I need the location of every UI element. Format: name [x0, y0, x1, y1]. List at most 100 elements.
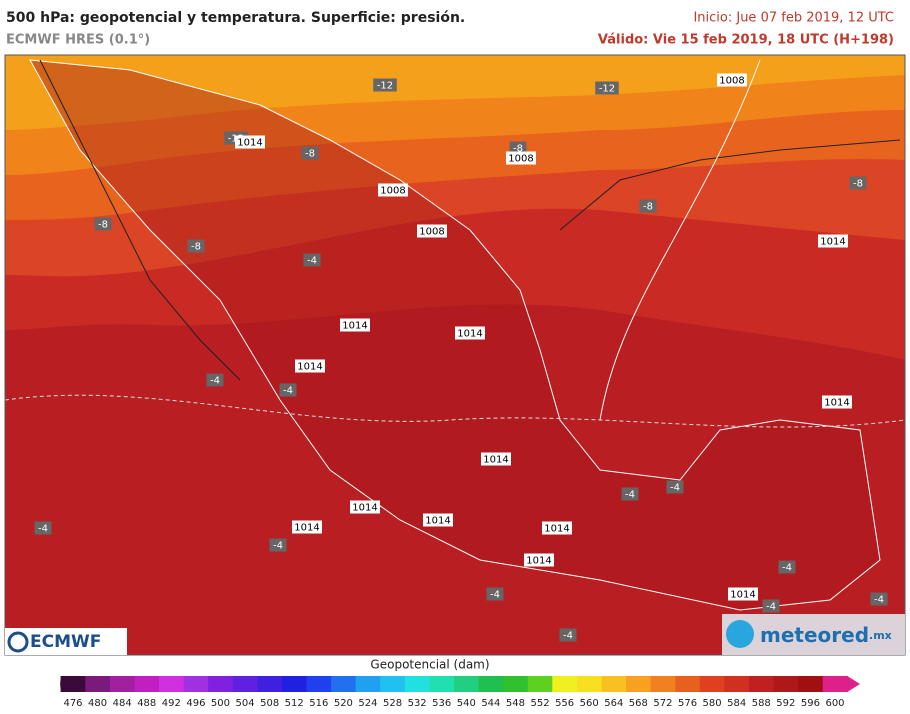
label-box	[295, 359, 325, 373]
colorbar-swatch	[724, 676, 750, 692]
temperature-label: -4	[778, 560, 796, 574]
colorbar-title: Geopotencial (dam)	[370, 658, 489, 672]
temperature-label: -12	[595, 81, 619, 95]
colorbar-swatch	[675, 676, 701, 692]
pressure-label: 1014	[728, 587, 758, 601]
colorbar-tick-label: 512	[285, 698, 304, 709]
label-text: -4	[490, 590, 500, 601]
colorbar-swatch	[454, 676, 480, 692]
colorbar-swatch	[576, 676, 602, 692]
colorbar-tick-label: 544	[481, 698, 500, 709]
colorbar-tick-label: 568	[629, 698, 648, 709]
pressure-label: 1008	[506, 151, 536, 165]
logo-main: meteored	[760, 623, 869, 647]
title: 500 hPa: geopotencial y temperatura. Sup…	[6, 10, 465, 26]
label-box	[378, 183, 408, 197]
colorbar-swatch	[552, 676, 578, 692]
logo-icon	[726, 620, 754, 648]
label-box	[481, 452, 511, 466]
pressure-label: 1014	[340, 318, 370, 332]
label-text: 1008	[380, 186, 405, 197]
pressure-label: 1008	[378, 183, 408, 197]
colorbar-swatch	[404, 676, 430, 692]
label-box	[717, 73, 747, 87]
label-box	[728, 587, 758, 601]
label-box	[303, 253, 321, 267]
label-box	[762, 599, 780, 613]
colorbar-tick-label: 588	[752, 698, 771, 709]
label-box	[94, 217, 112, 231]
label-box	[666, 480, 684, 494]
label-box	[235, 135, 265, 149]
logo-box	[5, 628, 127, 655]
temperature-label: -4	[303, 253, 321, 267]
colorbar-swatch	[478, 676, 504, 692]
temperature-label: -8	[849, 176, 867, 190]
label-text: 1008	[508, 154, 533, 165]
colorbar-swatch	[380, 676, 406, 692]
colorbar-tick-label: 580	[703, 698, 722, 709]
label-box	[778, 560, 796, 574]
colorbar-tick-label: 528	[383, 698, 402, 709]
label-box	[506, 151, 536, 165]
colorbar-swatch	[429, 676, 455, 692]
temperature-label: -4	[621, 487, 639, 501]
temperature-label: -8	[187, 239, 205, 253]
colorbar: 476 480 484 488 492 496 500 504 508 512 516 520 524 5…	[60, 676, 860, 709]
label-text: 1014	[352, 503, 377, 514]
temperature-label: -12	[373, 78, 397, 92]
label-box	[486, 587, 504, 601]
colorbar-tick-label: 532	[408, 698, 427, 709]
pressure-label: 1014	[350, 500, 380, 514]
label-box	[595, 81, 619, 95]
label-box	[34, 521, 52, 535]
colorbar-tick-label: 540	[457, 698, 476, 709]
pressure-label: 1014	[818, 234, 848, 248]
label-text: 1014	[342, 321, 367, 332]
label-box	[621, 487, 639, 501]
pressure-label: 1014	[295, 359, 325, 373]
label-text: 1014	[457, 329, 482, 340]
temperature-label: -4	[486, 587, 504, 601]
logo-meteored: meteored.mx	[722, 614, 905, 655]
label-text: 1014	[294, 523, 319, 534]
label-box	[417, 224, 447, 238]
label-box	[818, 234, 848, 248]
colorbar-tick-label: 552	[530, 698, 549, 709]
label-text: -12	[599, 84, 615, 95]
colorbar-swatch	[281, 676, 308, 692]
colorbar-swatch	[183, 676, 209, 692]
map-labels: -12-121008-121014-8-810081008-8-8-81008-…	[34, 73, 888, 642]
label-box	[509, 141, 527, 155]
label-box	[292, 520, 322, 534]
label-text: 1014	[425, 516, 450, 527]
pressure-label: 1014	[542, 521, 572, 535]
colorbar-swatch	[650, 676, 676, 692]
colorbar-tick-label: 564	[604, 698, 623, 709]
label-box	[849, 176, 867, 190]
colorbar-swatch	[773, 676, 799, 692]
label-text: -8	[98, 220, 108, 231]
colorbar-tick-label: 584	[727, 698, 746, 709]
colorbar-swatch	[601, 676, 627, 692]
temperature-label: -4	[762, 599, 780, 613]
label-box	[350, 500, 380, 514]
init-time: Inicio: Jue 07 feb 2019, 12 UTC	[693, 11, 894, 26]
colorbar-tick-label: 560	[580, 698, 599, 709]
label-text: -4	[563, 631, 573, 642]
pressure-label: 1014	[455, 326, 485, 340]
logo-text: ECMWF	[30, 632, 101, 652]
colorbar-swatch	[798, 676, 824, 692]
label-text: -8	[305, 149, 315, 160]
colorbar-tick-label: 572	[653, 698, 672, 709]
temperature-label: -8	[94, 217, 112, 231]
label-box	[423, 513, 453, 527]
label-box	[639, 199, 657, 213]
colorbar-swatch	[109, 676, 135, 692]
colorbar-swatch	[257, 676, 283, 692]
pressure-label: 1008	[417, 224, 447, 238]
label-text: -4	[874, 595, 884, 606]
logo-ecmwf: ECMWF	[5, 628, 127, 655]
temperature-label: -4	[279, 383, 297, 397]
temperature-label: -4	[870, 592, 888, 606]
